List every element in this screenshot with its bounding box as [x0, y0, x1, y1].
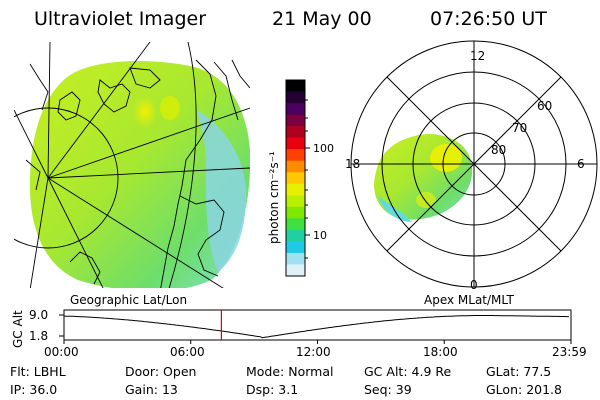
color-band [286, 183, 305, 196]
geographic-coords-label: Geographic Lat/Lon [70, 293, 187, 307]
color-band [286, 103, 305, 116]
color-unit-label: photon cm⁻²s⁻¹ [267, 151, 281, 244]
mlat-label-80: 80 [491, 143, 506, 157]
date-label: 21 May 00 [272, 8, 372, 30]
color-band [286, 91, 305, 104]
altitude-ytick-1.8: 1.8 [29, 329, 48, 343]
color-band [286, 218, 305, 231]
xtick-1200: 12:00 [296, 345, 331, 359]
xtick-0000: 00:00 [44, 345, 79, 359]
color-band [286, 206, 305, 219]
color-scale-frame [285, 79, 306, 277]
mlt-label-0: 0 [470, 278, 478, 292]
altitude-curve [63, 315, 569, 339]
xtick-1800: 18:00 [423, 345, 458, 359]
gc-alt-info: GC Alt: 4.9 Re [364, 364, 452, 379]
color-band [286, 149, 305, 162]
color-band [286, 264, 305, 277]
mlt-label-12: 12 [470, 49, 485, 63]
mlat-label-60: 60 [537, 99, 552, 113]
dsp-info: Dsp: 3.1 [246, 382, 299, 397]
color-band [286, 229, 305, 243]
color-band [286, 252, 305, 266]
mlat-label-70: 70 [512, 121, 527, 135]
color-band [286, 160, 305, 173]
glon-info: GLon: 201.8 [486, 382, 562, 397]
altitude-x-ticks [63, 340, 572, 344]
geographic-image [14, 42, 250, 288]
color-band [286, 195, 305, 208]
color-tick-10: 10 [313, 229, 327, 242]
mlt-label-18: 18 [345, 157, 360, 171]
color-band [286, 80, 305, 93]
apex-coords-label: Apex MLat/MLT [424, 293, 514, 307]
gain-info: Gain: 13 [125, 382, 178, 397]
altitude-plot [59, 309, 572, 344]
ip-info: IP: 36.0 [10, 382, 58, 397]
xtick-2359: 23:59 [552, 345, 587, 359]
glat-info: GLat: 77.5 [486, 364, 552, 379]
color-band [286, 137, 305, 150]
altitude-ylabel: GC Alt [11, 310, 25, 348]
altitude-plot-frame [63, 309, 572, 341]
xtick-0600: 06:00 [170, 345, 205, 359]
seq-info: Seq: 39 [364, 382, 412, 397]
instrument-title: Ultraviolet Imager [34, 8, 207, 30]
color-tick-100: 100 [313, 142, 334, 155]
filter-info: Flt: LBHL [10, 364, 66, 379]
color-band [286, 114, 305, 127]
door-info: Door: Open [125, 364, 197, 379]
color-scale-bar [286, 80, 305, 277]
color-band [286, 172, 305, 185]
color-scale-ticks [305, 99, 310, 259]
mlt-label-6: 6 [577, 157, 585, 171]
color-band [286, 241, 305, 254]
mode-info: Mode: Normal [246, 364, 334, 379]
altitude-ytick-9: 9.0 [29, 308, 48, 322]
time-label: 07:26:50 UT [430, 8, 547, 30]
polar-plot [350, 40, 598, 288]
color-band [286, 126, 305, 139]
